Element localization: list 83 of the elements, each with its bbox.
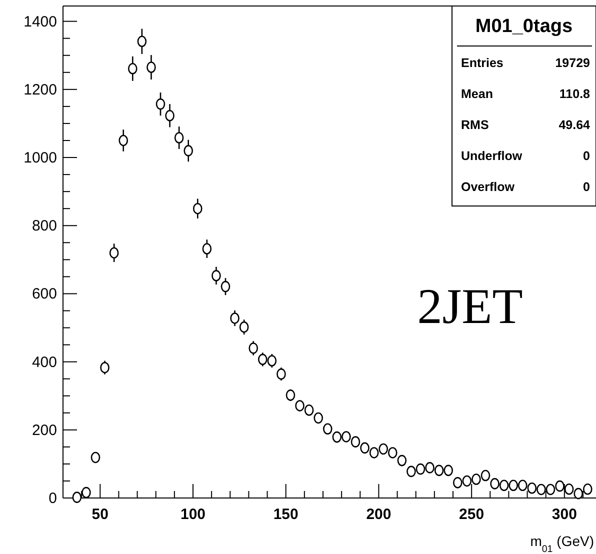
point bbox=[239, 321, 249, 333]
annotation: Underflow bbox=[461, 149, 522, 163]
point bbox=[109, 247, 119, 258]
y-tick-label: 400 bbox=[32, 354, 57, 371]
y-tick-label: 800 bbox=[32, 218, 57, 235]
point bbox=[295, 400, 304, 412]
point bbox=[490, 478, 500, 490]
point bbox=[137, 36, 147, 48]
point bbox=[267, 355, 277, 366]
x-tick-label: 100 bbox=[180, 506, 206, 523]
point bbox=[499, 480, 509, 492]
x-tick-label: 200 bbox=[366, 506, 392, 523]
point bbox=[564, 483, 574, 495]
annotation: Entries bbox=[461, 56, 504, 70]
point bbox=[286, 390, 296, 401]
point bbox=[82, 486, 91, 498]
point bbox=[462, 475, 472, 487]
point bbox=[304, 404, 314, 416]
point bbox=[472, 474, 481, 485]
point bbox=[416, 463, 426, 475]
point bbox=[174, 132, 184, 144]
point bbox=[314, 412, 324, 424]
x-tick-label: 250 bbox=[459, 506, 484, 523]
point bbox=[518, 480, 528, 492]
point bbox=[360, 442, 370, 454]
point bbox=[258, 354, 268, 366]
point bbox=[165, 110, 174, 122]
point bbox=[378, 443, 388, 455]
annotation: RMS bbox=[461, 118, 489, 132]
point bbox=[212, 270, 221, 282]
point bbox=[508, 480, 518, 492]
annotation: Overflow bbox=[461, 180, 515, 194]
point bbox=[425, 462, 434, 474]
point bbox=[230, 312, 240, 324]
point bbox=[555, 480, 564, 492]
point bbox=[582, 483, 592, 495]
annotation: 110.8 bbox=[559, 87, 590, 101]
point bbox=[118, 134, 128, 146]
annotation: 19729 bbox=[555, 56, 590, 70]
point bbox=[406, 466, 416, 478]
y-tick-label: 1200 bbox=[24, 81, 57, 98]
point bbox=[184, 145, 194, 156]
y-tick-label: 600 bbox=[32, 286, 57, 303]
x-tick-label: 50 bbox=[92, 506, 108, 523]
point bbox=[444, 464, 454, 476]
x-tick-label: 150 bbox=[273, 506, 298, 523]
annotation: 49.64 bbox=[558, 118, 590, 132]
text: M01_0tags bbox=[475, 16, 573, 37]
point bbox=[128, 63, 138, 74]
y-tick-label: 1000 bbox=[24, 150, 57, 167]
annotation: 0 bbox=[583, 149, 590, 163]
point bbox=[574, 488, 584, 500]
point bbox=[388, 447, 398, 458]
point bbox=[434, 464, 444, 476]
point bbox=[248, 342, 258, 354]
point bbox=[90, 452, 100, 464]
point bbox=[332, 431, 342, 443]
point bbox=[527, 482, 537, 494]
x-axis-title: m$_{01}$ (GeV) bbox=[530, 533, 594, 554]
point bbox=[322, 423, 332, 435]
point bbox=[480, 470, 490, 482]
point bbox=[546, 484, 556, 496]
point bbox=[146, 62, 156, 73]
point bbox=[276, 368, 286, 380]
point bbox=[369, 447, 379, 458]
point bbox=[72, 492, 82, 503]
y-tick-label: 1400 bbox=[24, 13, 57, 30]
point bbox=[536, 484, 546, 496]
point bbox=[156, 98, 166, 110]
point bbox=[100, 362, 110, 374]
annotation: Mean bbox=[461, 87, 493, 101]
annotation: 2JET bbox=[417, 278, 523, 334]
point bbox=[220, 280, 230, 292]
point bbox=[342, 431, 351, 442]
y-tick-label: 200 bbox=[32, 422, 57, 439]
x-tick-label: 300 bbox=[552, 506, 577, 523]
point bbox=[452, 477, 462, 488]
point bbox=[397, 454, 407, 466]
y-tick-label: 0 bbox=[48, 490, 57, 507]
point bbox=[192, 202, 202, 214]
point bbox=[202, 243, 212, 254]
point bbox=[350, 436, 360, 448]
annotation: 0 bbox=[583, 180, 590, 194]
